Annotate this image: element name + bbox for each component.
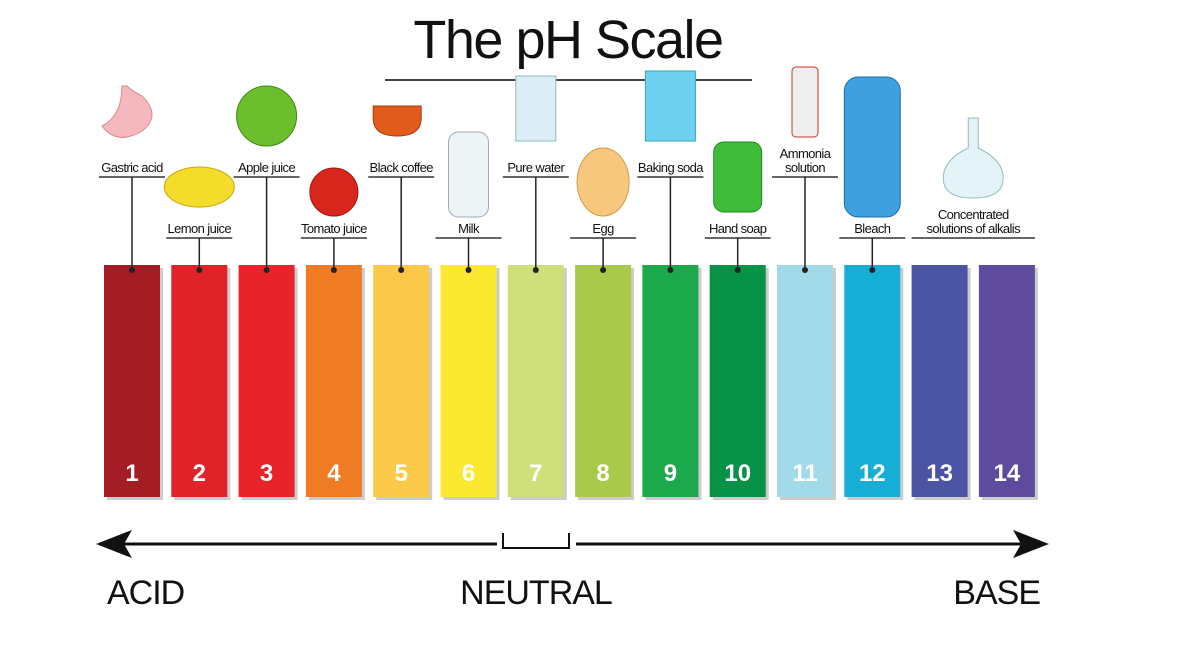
ph-number: 12 [859, 460, 886, 487]
ph-number: 8 [596, 460, 609, 487]
ph-bar [978, 265, 1035, 497]
item-label: Baking soda [638, 160, 704, 175]
glass-icon [515, 75, 557, 142]
ph-number: 2 [193, 460, 206, 487]
item-icon [309, 167, 359, 217]
item-label: Bleach [854, 221, 891, 236]
item-label: solution [785, 160, 825, 175]
ph-number: 3 [260, 460, 273, 487]
ph-number: 4 [327, 460, 341, 487]
soda-box-icon [644, 70, 696, 142]
item-label: Tomato juice [301, 221, 367, 236]
item-icon [713, 141, 763, 213]
connector-dot [398, 267, 405, 273]
item-icon [644, 70, 696, 142]
item-icon [515, 75, 557, 142]
connector-dot [465, 267, 472, 273]
base-label: BASE [953, 574, 1040, 612]
arrow-left [96, 530, 132, 558]
connector-dot [734, 267, 741, 273]
direction-arrow [120, 533, 1025, 549]
ph-number: 7 [529, 460, 542, 487]
ph-number: 9 [664, 460, 677, 487]
connector-dot [129, 267, 135, 273]
item-label: Pure water [507, 160, 565, 175]
lemon-icon [163, 166, 235, 208]
ph-number: 6 [462, 460, 475, 487]
connector-dot [330, 267, 337, 273]
connector-dot [263, 267, 270, 273]
tomato-icon [309, 167, 359, 217]
item-label: Black coffee [370, 160, 434, 175]
item-label: Egg [592, 221, 614, 236]
item-label: solutions of alkalis [927, 221, 1022, 236]
ph-bar [238, 265, 295, 497]
item-icon [791, 66, 819, 138]
coffee-icon [372, 105, 422, 137]
ph-bar [844, 265, 901, 497]
ph-number: 13 [926, 460, 953, 487]
item-icon [101, 85, 153, 138]
soap-icon [713, 141, 763, 213]
acid-label: ACID [107, 574, 184, 612]
apple-icon [236, 85, 298, 147]
milk-icon [448, 131, 489, 218]
ph-bar [305, 265, 362, 497]
item-icon [843, 76, 901, 218]
item-label: Milk [458, 221, 480, 236]
item-label: Lemon juice [168, 221, 232, 236]
item-label: Concentrated [938, 207, 1009, 222]
ph-bar [373, 265, 430, 497]
item-label: Gastric acid [101, 160, 163, 175]
ph-bar [709, 265, 766, 497]
ph-number: 5 [395, 460, 408, 487]
connector-dot [600, 267, 607, 273]
ammonia-icon [791, 66, 819, 138]
item-label: Apple juice [238, 160, 295, 175]
item-icon [576, 147, 630, 217]
ph-number: 11 [792, 460, 817, 487]
neutral-label: NEUTRAL [460, 574, 612, 612]
ph-bar [171, 265, 228, 497]
ph-number: 10 [724, 460, 751, 487]
ph-bar [507, 265, 564, 497]
ph-bar [440, 265, 497, 497]
item-icon [236, 85, 298, 147]
item-icon [448, 131, 489, 218]
stomach-icon [101, 85, 153, 138]
ph-bar [642, 265, 699, 497]
connector-dot [532, 267, 539, 273]
connector-dot [869, 267, 876, 273]
connector-dot [802, 267, 808, 273]
bleach-icon [843, 76, 901, 218]
title: The pH Scale [413, 10, 722, 70]
connector-dot [667, 267, 674, 273]
item-label: Hand soap [709, 221, 767, 236]
item-icon [163, 166, 235, 208]
flask-icon [942, 117, 1004, 199]
egg-icon [576, 147, 630, 217]
ph-bar [104, 265, 160, 497]
connector-dot [196, 267, 203, 273]
item-label: Ammonia [780, 146, 832, 161]
ph-number: 1 [125, 460, 138, 487]
ph-bar [911, 265, 968, 497]
arrow-right [1013, 530, 1049, 558]
item-icon [372, 105, 422, 137]
ph-number: 14 [994, 460, 1021, 487]
item-icon [942, 117, 1004, 199]
ph-bar [575, 265, 632, 497]
ph-bar [777, 265, 833, 497]
